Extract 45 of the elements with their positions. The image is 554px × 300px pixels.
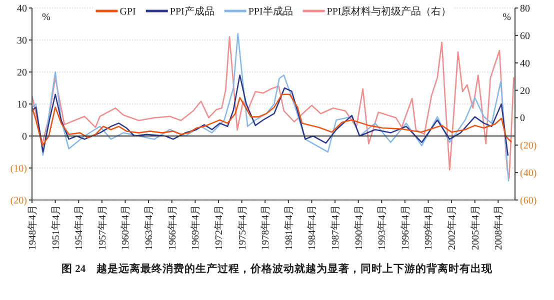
- legend-label: GPI: [120, 6, 136, 18]
- legend-label: PPI产成品: [170, 6, 214, 18]
- x-tick-label: 1993年4月: [376, 205, 388, 250]
- y2-tick-label: 60: [520, 30, 530, 42]
- x-tick-label: 1978年4月: [260, 205, 272, 250]
- x-tick-label: 1972年4月: [212, 205, 225, 250]
- y-tick-label: 40: [17, 4, 27, 14]
- y2-tick-label: 0: [520, 113, 525, 124]
- y2-tick-label: (60): [520, 196, 537, 206]
- y2-tick-label: (40): [520, 168, 537, 180]
- y-tick-label: (10): [10, 164, 27, 174]
- x-tick-label: 1954年4月: [73, 205, 86, 250]
- y2-tick-label: 40: [520, 58, 530, 70]
- x-tick-label: 1948年4月: [26, 205, 38, 250]
- x-tick-label: 2008年4月: [492, 205, 505, 250]
- y2-tick-label: 20: [520, 86, 530, 97]
- y2-axis-title: %: [502, 12, 511, 23]
- y2-tick-label: (20): [520, 140, 537, 152]
- y2-tick-label: 80: [520, 4, 530, 14]
- x-tick-label: 1951年4月: [50, 205, 62, 250]
- x-tick-label: 1996年4月: [399, 205, 412, 250]
- line-series: [31, 74, 509, 156]
- legend-label: PPI半成品: [248, 6, 293, 18]
- x-tick-label: 1984年4月: [306, 205, 318, 250]
- text: 图 24 越是远离最终消费的生产过程，价格波动就越为显著，同时上下游的背离时有出现: [61, 262, 494, 275]
- y-axis-title: %: [42, 12, 50, 23]
- line-series: [31, 94, 512, 146]
- x-tick-label: 1969年4月: [190, 205, 202, 250]
- x-tick-label: 2002年4月: [446, 205, 458, 250]
- x-tick-label: 1987年4月: [330, 205, 342, 250]
- y-tick-label: 0: [22, 132, 27, 142]
- x-tick-label: 1990年4月: [352, 205, 365, 250]
- x-tick-label: 1963年4月: [143, 205, 156, 250]
- y-tick-label: 30: [17, 36, 27, 46]
- y-tick-label: 10: [17, 100, 27, 110]
- x-tick-label: 1966年4月: [166, 205, 178, 250]
- x-tick-label: 1981年4月: [282, 205, 295, 250]
- x-tick-label: 2005年4月: [469, 205, 482, 250]
- y-tick-label: (20): [10, 196, 27, 206]
- legend-label: PPI原材料与初级产品（右）: [326, 6, 452, 18]
- x-tick-label: 1960年4月: [120, 205, 132, 250]
- x-tick-label: 1957年4月: [96, 205, 108, 250]
- y-tick-label: 20: [17, 68, 27, 78]
- x-tick-label: 1975年4月: [236, 205, 248, 250]
- x-tick-label: 1999年4月: [422, 205, 435, 250]
